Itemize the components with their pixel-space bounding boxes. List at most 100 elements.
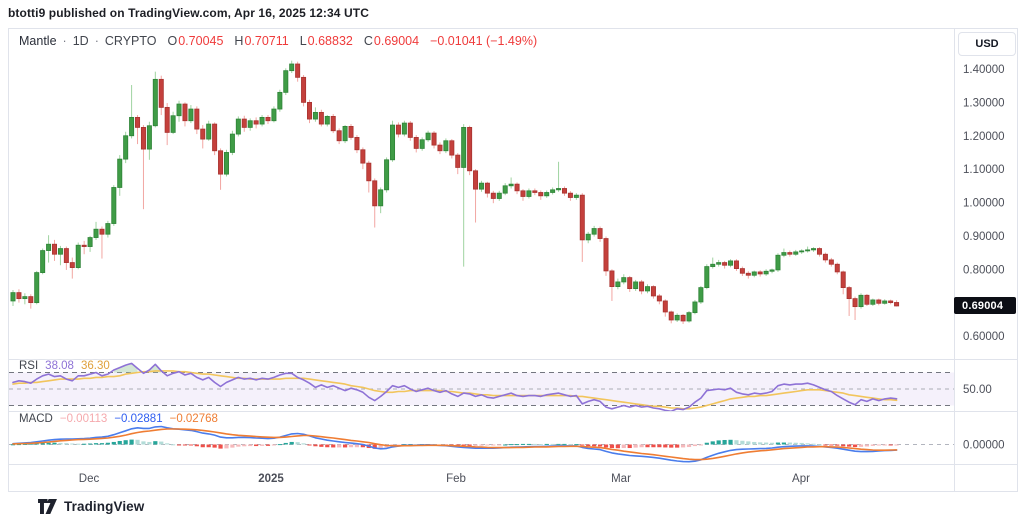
hist-bar [615,444,620,449]
candle-body [852,298,858,308]
candle-body [573,194,579,198]
candle-body [728,260,734,266]
candle-body [194,108,200,130]
candle-body [698,287,704,303]
main-legend: Mantle · 1D · CRYPTO O 0.70045 H 0.70711… [19,32,537,50]
candle-body [384,159,390,191]
hist-bar [129,439,134,445]
hist-bar [206,444,211,448]
candle-body [894,302,900,307]
hist-bar [787,442,792,445]
hist-bar [858,444,864,447]
candle-body [200,128,206,140]
candle-body [378,189,384,207]
candle-body [259,116,265,125]
candle-body [105,223,111,235]
candle-body [63,248,69,263]
hist-bar [242,444,247,447]
hist-bar [870,444,875,446]
candle-body [514,183,520,192]
candle-body [615,281,621,288]
hist-bar [271,444,277,446]
hist-bar [176,444,182,446]
hist-bar [852,444,858,448]
interval-label: 1D [72,34,89,48]
symbol-name: Mantle [19,34,57,48]
candle-body [164,106,170,133]
candle-body [775,254,781,271]
candle-body [585,233,591,241]
macd-legend: MACD −0.00113 −0.02881 −0.02768 [19,413,218,425]
hist-bar [497,444,502,446]
chart-canvas[interactable]: 1.40000 1.30000 1.20000 1.10000 1.00000 0.900… [9,29,1017,491]
hist-bar [722,439,727,445]
hist-bar [455,444,460,446]
candle-body [597,228,603,239]
hist-bar [28,443,33,445]
candle-body [591,228,597,235]
hist-bar [289,441,294,445]
candle-body [490,192,496,199]
currency-toggle-button[interactable]: USD [958,32,1016,56]
hist-bar [10,444,16,446]
candle-body [650,286,656,297]
time-tick-label: Mar [611,473,631,485]
hist-bar [396,444,401,446]
hist-bar [224,444,229,449]
candle-body [704,266,710,289]
candle-body [864,294,870,305]
candles-layer [10,60,900,324]
candle-body [253,120,259,125]
candle-body [431,132,437,146]
tradingview-logo-icon [38,499,57,514]
candle-body [117,158,123,188]
hist-bar [485,444,490,446]
hist-bar [76,443,81,445]
candle-body [247,120,253,128]
price-tick-label: 1.40000 [963,64,1005,76]
tradingview-logo[interactable]: TradingView [38,499,144,514]
hist-bar [841,444,846,447]
macd-title: MACD [19,413,53,425]
time-tick-label: Dec [79,473,100,485]
hist-bar [710,441,715,445]
candle-body [176,103,182,117]
hist-bar [758,442,763,445]
candle-body [556,188,562,191]
hist-bar [663,444,668,448]
candle-body [87,237,93,247]
hist-bar [568,444,573,446]
candle-body [265,116,271,122]
candle-body [75,244,81,268]
hist-bar [805,443,810,445]
hist-bar [491,444,496,446]
hist-bar [64,443,69,445]
candle-body [449,140,455,156]
hist-bar [544,443,549,445]
candle-body [324,115,330,125]
candle-body [526,190,532,197]
candle-body [140,127,146,150]
hist-bar [331,444,336,448]
hist-bar [479,444,484,446]
candle-body [330,115,336,132]
hist-bar [16,444,22,446]
candle-body [146,125,152,150]
candle-body [158,78,164,108]
time-tick-label: 2025 [258,473,284,485]
hist-bar [562,443,567,445]
candle-body [561,188,567,194]
candle-body [277,91,283,110]
hist-bar [141,441,146,445]
hist-bar [847,444,852,447]
candle-body [81,244,87,247]
hist-bar [283,442,288,445]
hist-bar [829,444,834,446]
hist-bar [46,442,51,445]
candle-body [354,137,360,151]
rsi-legend: RSI 38.08 36.30 [19,360,110,372]
hist-bar [633,444,638,448]
candle-body [828,259,834,265]
chart-widget: 1.40000 1.30000 1.20000 1.10000 1.00000 0.900… [8,28,1018,492]
hist-bar [698,444,703,446]
